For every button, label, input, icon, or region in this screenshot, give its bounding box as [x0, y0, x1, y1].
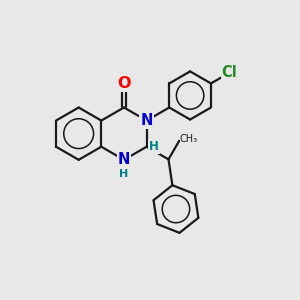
Text: N: N	[118, 152, 130, 167]
Text: O: O	[117, 76, 131, 91]
Text: CH₃: CH₃	[180, 134, 198, 144]
Text: H: H	[119, 169, 129, 179]
Text: N: N	[140, 113, 153, 128]
Text: H: H	[149, 140, 159, 153]
Text: Cl: Cl	[222, 65, 237, 80]
